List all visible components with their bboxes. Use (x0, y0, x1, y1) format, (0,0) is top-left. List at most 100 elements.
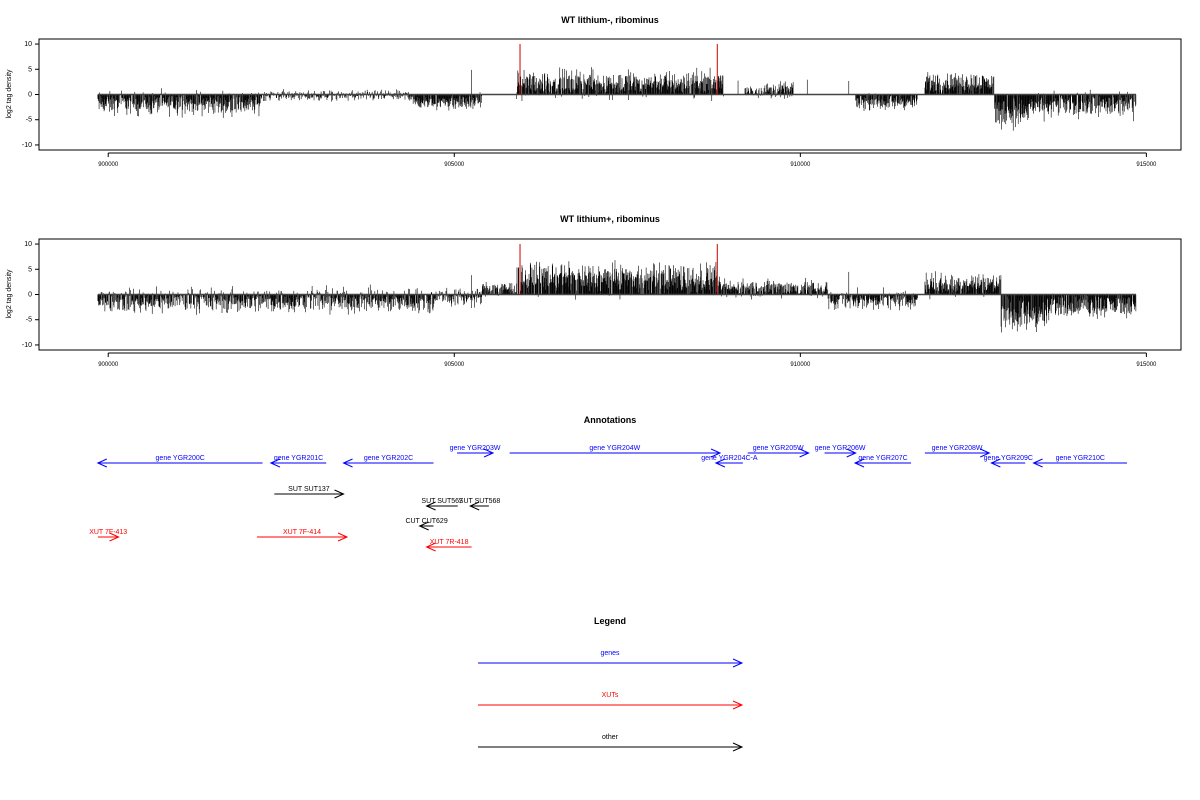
y-tick-label: -10 (22, 142, 32, 149)
y-tick-label: 10 (24, 41, 32, 48)
feature-label: CUT CUT629 (405, 518, 447, 525)
annotation-feature: gene YGR208W (924, 445, 991, 458)
legend-arrowhead (732, 700, 744, 710)
x-tick-label: 900000 (98, 162, 119, 168)
signal-bars (97, 44, 1137, 131)
annotation-feature: gene YGR204W (509, 445, 722, 458)
x-axis: 900000 905000 910000 915000 (98, 152, 1157, 168)
annotations-panel: Annotations gene YGR200C gene YGR201C gene… (89, 415, 1128, 552)
feature-label: gene YGR201C (274, 455, 323, 462)
annotation-feature: gene YGR201C (269, 455, 327, 468)
annotation-feature: CUT CUT629 (405, 518, 448, 531)
feature-label: SUT SUT568 (459, 498, 501, 505)
annotations-title: Annotations (584, 415, 637, 425)
annotation-feature: XUT 7F-414 (257, 529, 349, 542)
legend-panel: Legend genes XUTs other (478, 616, 744, 752)
annotation-feature: gene YGR205W (747, 445, 810, 458)
strand-arrowhead (710, 448, 722, 458)
feature-label: gene YGR207C (858, 455, 907, 462)
legend-arrowhead (732, 742, 744, 752)
y-axis-label: log2 tag density (6, 269, 13, 319)
annotation-feature: gene YGR200C (96, 455, 263, 468)
feature-label: gene YGR205W (753, 445, 804, 452)
annotation-feature: gene YGR202C (342, 455, 434, 468)
y-tick-label: -5 (26, 117, 32, 124)
feature-label: SUT SUT567 (421, 498, 463, 505)
y-tick-label: 5 (28, 66, 32, 73)
strand-arrowhead (714, 458, 726, 468)
feature-label: gene YGR200C (156, 455, 205, 462)
x-tick-label: 900000 (98, 362, 119, 368)
feature-label: gene YGR209C (984, 455, 1033, 462)
y-tick-label: 0 (28, 92, 32, 99)
strand-arrowhead (846, 448, 857, 458)
y-axis: 10 5 0 -5 -10 (22, 41, 39, 149)
x-tick-label: 915000 (1136, 162, 1157, 168)
legend-item: XUTs (478, 692, 744, 710)
strand-arrowhead (425, 501, 436, 511)
annotation-feature: XUT 7R-418 (425, 539, 472, 552)
strand-arrowhead (418, 521, 429, 531)
annotation-feature: SUT SUT567 (421, 498, 463, 511)
annotation-feature: gene YGR206W (815, 445, 866, 458)
y-tick-label: -10 (22, 342, 32, 349)
x-tick-label: 905000 (444, 362, 465, 368)
legend-item: other (478, 734, 744, 752)
legend-arrowhead (732, 658, 744, 668)
strand-arrowhead (342, 458, 353, 468)
strand-arrowhead (109, 532, 120, 542)
feature-label: XUT 7F-413 (89, 529, 127, 536)
annotation-feature: gene YGR203W (450, 445, 501, 458)
strand-arrowhead (269, 458, 281, 468)
feature-label: gene YGR206W (815, 445, 866, 452)
x-tick-label: 915000 (1136, 362, 1157, 368)
strand-arrowhead (334, 489, 345, 499)
feature-label: SUT SUT137 (288, 486, 330, 493)
y-tick-label: 5 (28, 266, 32, 273)
strand-arrowhead (468, 501, 480, 511)
legend-label: genes (600, 650, 620, 657)
y-axis: 10 5 0 -5 -10 (22, 241, 39, 349)
feature-label: XUT 7R-418 (430, 539, 469, 546)
x-tick-label: 905000 (444, 162, 465, 168)
annotation-feature: SUT SUT137 (274, 486, 345, 499)
track-panel-lithium-plus: WT lithium+, ribominus log2 tag density … (6, 214, 1182, 368)
y-tick-label: -5 (26, 317, 32, 324)
y-tick-label: 0 (28, 292, 32, 299)
y-tick-label: 10 (24, 241, 32, 248)
strand-arrowhead (799, 448, 810, 458)
legend-label: XUTs (602, 692, 619, 699)
strand-arrowhead (990, 458, 1001, 468)
feature-label: gene YGR202C (364, 455, 413, 462)
strand-arrowhead (980, 448, 991, 458)
strand-arrowhead (483, 448, 495, 458)
annotation-features: gene YGR200C gene YGR201C gene YGR202C gene… (89, 445, 1128, 552)
track-title: WT lithium-, ribominus (561, 15, 659, 25)
strand-arrowhead (853, 458, 865, 468)
strand-arrowhead (425, 542, 436, 552)
feature-label: gene YGR203W (450, 445, 501, 452)
feature-label: XUT 7F-414 (283, 529, 321, 536)
strand-arrowhead (1032, 458, 1043, 468)
feature-label: gene YGR210C (1056, 455, 1105, 462)
signal-bars (97, 244, 1137, 333)
x-axis: 900000 905000 910000 915000 (98, 352, 1157, 368)
track-panel-lithium-minus: WT lithium-, ribominus log2 tag density … (6, 15, 1182, 168)
legend-item: genes (478, 650, 744, 668)
legend-items: genes XUTs other (478, 650, 744, 752)
annotation-feature: XUT 7F-413 (89, 529, 127, 542)
annotation-feature: gene YGR207C (853, 455, 912, 468)
feature-label: gene YGR204W (589, 445, 640, 452)
legend-title: Legend (594, 616, 626, 626)
legend-label: other (602, 734, 619, 741)
feature-label: gene YGR204C-A (701, 455, 758, 462)
x-tick-label: 910000 (790, 362, 811, 368)
feature-label: gene YGR208W (932, 445, 983, 452)
strand-arrowhead (96, 458, 108, 468)
strand-arrowhead (337, 532, 349, 542)
annotation-feature: SUT SUT568 (459, 498, 501, 511)
y-axis-label: log2 tag density (6, 69, 13, 119)
annotation-feature: gene YGR210C (1032, 455, 1128, 468)
x-tick-label: 910000 (790, 162, 811, 168)
